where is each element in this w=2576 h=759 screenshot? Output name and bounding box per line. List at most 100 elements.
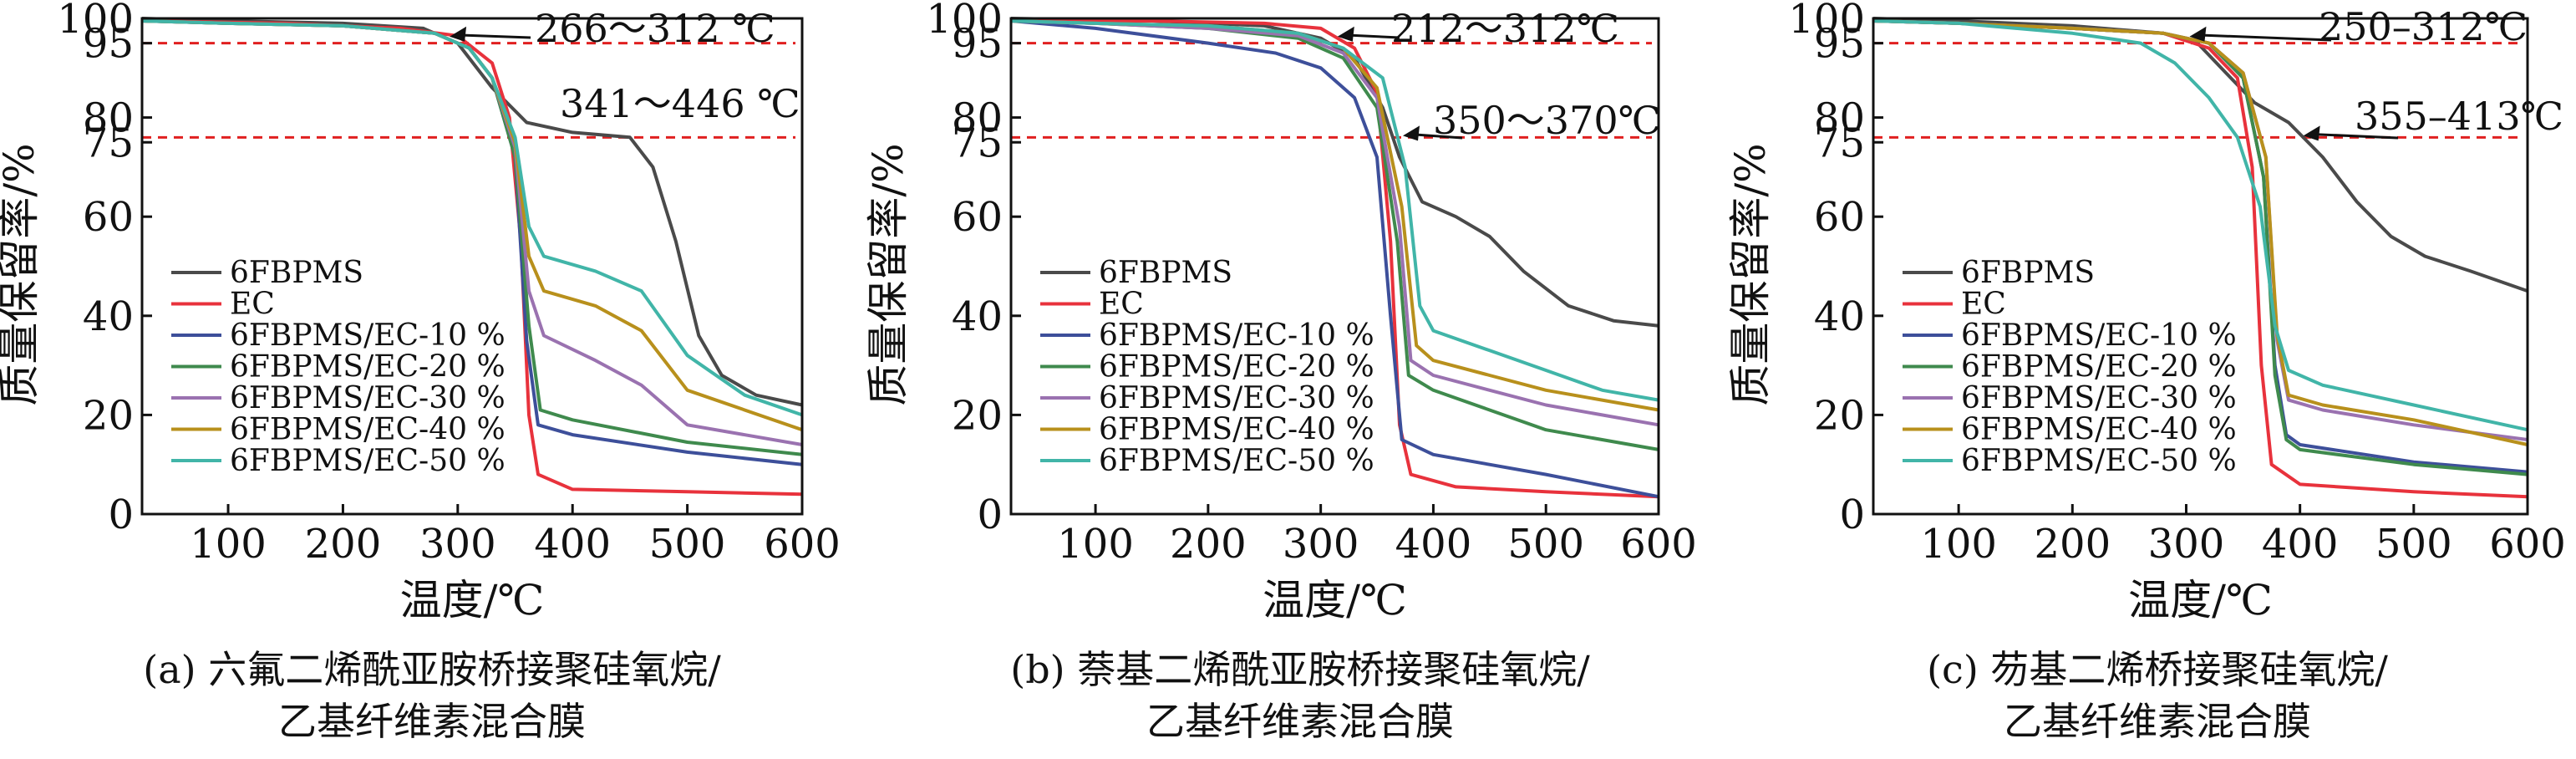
caption-c-line-2: 乙基纤维素混合膜	[2004, 699, 2311, 744]
panel-b-series-6fbpms	[1010, 17, 1659, 328]
panel-a-ytick-label-100: 100	[57, 0, 134, 43]
panel-a-ytick-label-75: 75	[83, 120, 134, 166]
panel-c-legend-label-6fbpms-ec-30: 6FBPMS/EC-30 %	[1961, 381, 2237, 415]
panel-b-annotation-1: 212～312℃	[1391, 6, 1619, 51]
panel-c-xtick-label-400: 400	[2262, 521, 2339, 568]
panel-b-ytick-label-95: 95	[952, 21, 1003, 68]
caption-b-line-1: (b) 萘基二烯酰亚胺桥接聚硅氧烷/	[1010, 647, 1590, 692]
panel-b-legend-label-ec: EC	[1099, 288, 1144, 322]
panel-a-annotation-arrow-1	[455, 33, 531, 39]
panel-c-series-6fbpms-ec-40	[1872, 19, 2528, 446]
panel-b-legend-label-6fbpms-ec-20: 6FBPMS/EC-20 %	[1099, 350, 1374, 385]
panel-a-annotation-2: 341～446 ℃	[560, 81, 800, 126]
panel-c-ytick-label-0: 0	[1839, 492, 1865, 538]
panel-c-legend-label-6fbpms-ec-40: 6FBPMS/EC-40 %	[1961, 413, 2237, 447]
panel-b-series-6fbpms-ec-10	[1010, 19, 1659, 499]
caption-c-line-1: (c) 芴基二烯桥接聚硅氧烷/	[1927, 647, 2388, 692]
panel-b-ytick-label-60: 60	[952, 194, 1003, 241]
panel-c-legend-label-6fbpms-ec-10: 6FBPMS/EC-10 %	[1961, 318, 2237, 353]
panel-b-xtick-label-300: 300	[1283, 521, 1359, 568]
panel-c-x-axis-label: 温度/℃	[2128, 576, 2273, 624]
panel-c-annotation-2: 355–413℃	[2355, 94, 2563, 139]
panel-c-annotation-arrowhead-1	[2189, 26, 2207, 42]
panel-b-x-axis-label: 温度/℃	[1263, 576, 1407, 624]
panel-a-plot-frame	[140, 17, 804, 516]
panel-b-xtick-label-500: 500	[1507, 521, 1584, 568]
panel-a-annotation-arrowhead-1	[450, 26, 467, 42]
panel-b-xtick-label-600: 600	[1620, 521, 1697, 568]
panel-c-legend-label-6fbpms-ec-20: 6FBPMS/EC-20 %	[1961, 350, 2237, 385]
panel-c-legend-label-ec: EC	[1961, 288, 2006, 322]
panel-b-ytick-label-100: 100	[926, 0, 1003, 43]
panel-b-xtick-label-100: 100	[1057, 521, 1134, 568]
caption-a-line-2: 乙基纤维素混合膜	[278, 699, 586, 744]
panel-b-ytick-label-80: 80	[952, 95, 1003, 142]
panel-a-legend-label-6fbpms-ec-10: 6FBPMS/EC-10 %	[230, 318, 506, 353]
panel-b-xtick-label-400: 400	[1395, 521, 1472, 568]
panel-a-annotation-1: 266～312 ℃	[535, 6, 775, 51]
panel-c-ytick-label-20: 20	[1814, 392, 1865, 439]
panel-b-annotation-arrowhead-2	[1403, 125, 1420, 141]
panel-a-legend-label-ec: EC	[230, 288, 275, 322]
panel-a-ytick-label-60: 60	[83, 194, 134, 241]
panel-b-legend-label-6fbpms-ec-30: 6FBPMS/EC-30 %	[1099, 381, 1374, 415]
panel-c-ytick-label-60: 60	[1814, 194, 1865, 241]
panel-b-legend-label-6fbpms-ec-40: 6FBPMS/EC-40 %	[1099, 413, 1374, 447]
caption-b: (b) 萘基二烯酰亚胺桥接聚硅氧烷/ 乙基纤维素混合膜	[882, 644, 1718, 747]
panel-c-annotation-arrow-2	[2308, 132, 2399, 140]
panel-b-plot-frame	[1009, 17, 1660, 516]
panel-a-legend-label-6fbpms-ec-30: 6FBPMS/EC-30 %	[230, 381, 506, 415]
panel-a-xtick-label-400: 400	[534, 521, 611, 568]
panel-c-plot-frame	[1872, 17, 2529, 516]
panel-a-legend-label-6fbpms-ec-50: 6FBPMS/EC-50 %	[230, 444, 506, 478]
panel-c-legend-label-6fbpms-ec-50: 6FBPMS/EC-50 %	[1961, 444, 2237, 478]
panel-c-ytick-label-40: 40	[1814, 293, 1865, 340]
panel-b-series-6fbpms-ec-50	[1010, 19, 1659, 402]
panel-a-series-6fbpms	[141, 17, 803, 407]
caption-a: (a) 六氟二烯酰亚胺桥接聚硅氧烷/ 乙基纤维素混合膜	[14, 644, 850, 747]
panel-c-annotation-1: 250–312℃	[2319, 4, 2528, 49]
panel-a-legend-label-6fbpms-ec-40: 6FBPMS/EC-40 %	[230, 413, 506, 447]
panel-c-ytick-label-80: 80	[1814, 95, 1865, 142]
panel-a-ytick-label-40: 40	[83, 293, 134, 340]
panel-b-ytick-label-40: 40	[952, 293, 1003, 340]
panel-b-ytick-label-0: 0	[977, 492, 1003, 538]
caption-c: (c) 芴基二烯桥接聚硅氧烷/ 乙基纤维素混合膜	[1740, 644, 2575, 747]
caption-b-line-2: 乙基纤维素混合膜	[1146, 699, 1454, 744]
panel-b-series-ec	[1011, 19, 1659, 499]
panel-c-ytick-label-75: 75	[1814, 120, 1865, 166]
panel-b-legend-label-6fbpms-ec-10: 6FBPMS/EC-10 %	[1099, 318, 1374, 353]
panel-c-xtick-label-600: 600	[2489, 521, 2566, 568]
caption-a-line-1: (a) 六氟二烯酰亚胺桥接聚硅氧烷/	[143, 647, 721, 692]
panel-c-annotation-arrowhead-2	[2303, 125, 2320, 141]
panel-c-y-axis-label: 质量保留率/%	[1726, 143, 1775, 405]
panel-b-ytick-label-20: 20	[952, 392, 1003, 439]
panel-a-series-6fbpms-ec-50	[141, 19, 803, 417]
panel-c-legend-label-6fbpms: 6FBPMS	[1961, 256, 2095, 290]
panel-a-xtick-label-100: 100	[190, 521, 267, 568]
panel-a-ytick-label-80: 80	[83, 95, 134, 142]
panel-b-legend-label-6fbpms: 6FBPMS	[1099, 256, 1232, 290]
panel-a-ytick-label-20: 20	[83, 392, 134, 439]
panel-a-xtick-label-500: 500	[649, 521, 726, 568]
panel-a-ytick-label-95: 95	[83, 21, 134, 68]
panel-c-ytick-label-95: 95	[1814, 21, 1865, 68]
panel-b-annotation-2: 350～370℃	[1433, 98, 1661, 143]
panel-c-series-6fbpms-ec-50	[1872, 19, 2528, 432]
panel-a-legend-label-6fbpms: 6FBPMS	[230, 256, 363, 290]
panel-b-series-6fbpms-ec-30	[1010, 19, 1659, 427]
panel-b-xtick-label-200: 200	[1170, 521, 1247, 568]
panel-b-ytick-label-75: 75	[952, 120, 1003, 166]
panel-b-legend-label-6fbpms-ec-50: 6FBPMS/EC-50 %	[1099, 444, 1374, 478]
panel-a-xtick-label-300: 300	[419, 521, 496, 568]
panel-c-xtick-label-200: 200	[2034, 521, 2111, 568]
panel-a-ytick-label-0: 0	[108, 492, 134, 538]
panel-a-xtick-label-200: 200	[305, 521, 382, 568]
panel-a-legend-label-6fbpms-ec-20: 6FBPMS/EC-20 %	[230, 350, 506, 385]
panel-b-annotation-arrowhead-1	[1337, 26, 1354, 42]
panel-c-annotation-arrow-1	[2194, 33, 2332, 42]
panel-c-ytick-label-100: 100	[1788, 0, 1865, 43]
panel-c-xtick-label-300: 300	[2148, 521, 2225, 568]
panel-a-y-axis-label: 质量保留率/%	[0, 143, 43, 405]
